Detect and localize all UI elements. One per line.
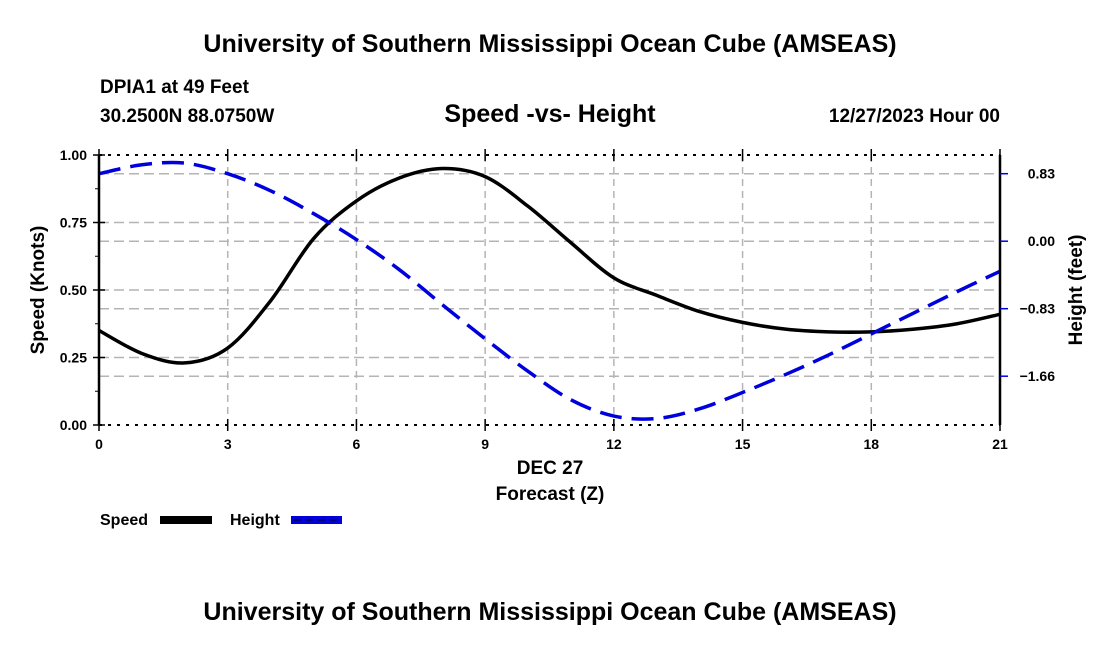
x-tick-label: 15 xyxy=(735,436,751,452)
footer-title: University of Southern Mississippi Ocean… xyxy=(203,598,897,626)
legend-swatch-speed xyxy=(160,516,212,524)
x-tick-label: 9 xyxy=(481,436,489,452)
x-tick-label: 12 xyxy=(606,436,622,452)
y-tick-label: 0.75 xyxy=(60,215,87,231)
coordinates-label: 30.2500N 88.0750W xyxy=(100,106,275,127)
y-axis-title: Speed (Knots) xyxy=(28,226,49,355)
series-line-height xyxy=(98,160,1001,421)
legend-label-speed: Speed xyxy=(100,512,148,529)
x-tick-label: 0 xyxy=(95,436,103,452)
y-tick-label: 0.25 xyxy=(60,350,87,366)
x-tick-label: 21 xyxy=(992,436,1008,452)
x-axis-title: Forecast (Z) xyxy=(496,484,605,505)
y-tick-label: 1.00 xyxy=(60,147,87,163)
x-tick-label: 18 xyxy=(863,436,879,452)
series-line-speed xyxy=(98,166,1001,365)
x-axis-date-label: DEC 27 xyxy=(517,458,584,479)
forecast-datetime: 12/27/2023 Hour 00 xyxy=(828,106,1000,127)
y-tick-label: 0.50 xyxy=(60,282,87,298)
axes xyxy=(93,149,1008,431)
chart-title: Speed -vs- Height xyxy=(444,100,656,128)
x-tick-label: 6 xyxy=(353,436,361,452)
x-tick-label: 3 xyxy=(224,436,232,452)
axis-labels: 0 3 6 9 12 15 18 21 0.00 0.25 0.50 0.75 1.00 0.83 0.00… xyxy=(60,147,1055,452)
y2-tick-label: −0.83 xyxy=(1020,301,1056,317)
series-lines xyxy=(98,160,1001,421)
legend-label-height: Height xyxy=(230,512,280,529)
station-label: DPIA1 at 49 Feet xyxy=(100,77,249,98)
legend: Speed Height xyxy=(100,512,342,529)
y2-tick-label: 0.83 xyxy=(1028,166,1055,182)
legend-swatch-height xyxy=(291,516,342,524)
y2-axis-title: Height (feet) xyxy=(1066,235,1087,346)
y2-tick-label: 0.00 xyxy=(1028,233,1055,249)
y-tick-label: 0.00 xyxy=(60,417,87,433)
y2-tick-label: −1.66 xyxy=(1020,368,1056,384)
grid-lines xyxy=(99,155,1000,425)
main-title: University of Southern Mississippi Ocean… xyxy=(203,30,897,58)
